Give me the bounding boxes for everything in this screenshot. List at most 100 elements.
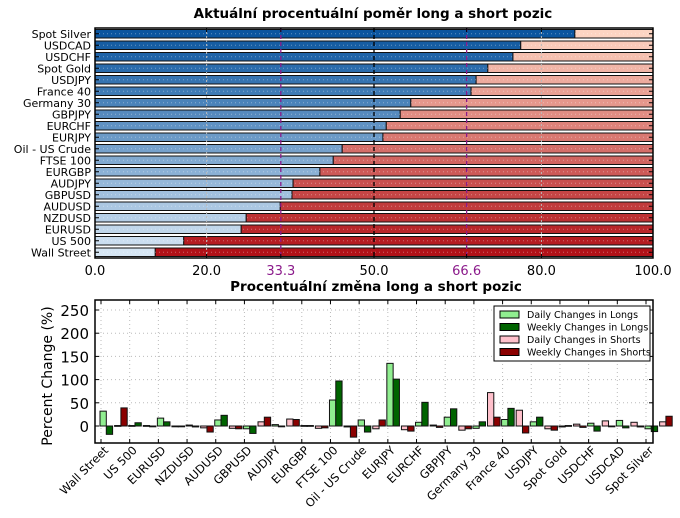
change-bar (314, 425, 323, 429)
change-bar (335, 380, 343, 427)
change-bar (306, 425, 314, 427)
change-bar (392, 378, 400, 427)
change-bar (550, 425, 558, 431)
long-short-ratio-chart: Aktuální procentuální poměr long a short… (14, 6, 672, 279)
y-tick-label: 200 (60, 325, 89, 343)
long-bar (94, 247, 156, 257)
change-bar (321, 425, 329, 429)
x-tick-label: 80.0 (527, 264, 556, 279)
category-label: AUDUSD (43, 200, 91, 213)
category-label: USDCAD (44, 39, 91, 52)
change-bar (515, 409, 523, 427)
change-bar (363, 425, 372, 433)
change-bar (114, 425, 122, 427)
category-label: EURCHF (47, 120, 91, 133)
x-tick-label: 20.0 (192, 264, 221, 279)
change-bar (277, 425, 286, 428)
change-bar (263, 416, 272, 427)
category-label: Spot Silver (32, 28, 92, 41)
change-bar (573, 423, 581, 427)
change-bar (400, 425, 409, 431)
change-bar (608, 425, 616, 428)
change-bar (536, 416, 544, 427)
x-tick-label: 66.6 (452, 264, 481, 279)
change-bar (601, 420, 610, 427)
change-bar (529, 421, 538, 427)
category-label: Oil - US Crude (14, 143, 91, 156)
change-bar (521, 425, 530, 434)
change-bar (564, 425, 573, 427)
change-bar (386, 362, 394, 427)
category-label: EURGBP (46, 166, 92, 179)
change-bar (558, 425, 566, 428)
x-tick-label: 33.3 (266, 264, 295, 279)
legend-label: Daily Changes in Shorts (527, 335, 641, 346)
category-label: Wall Street (31, 246, 92, 259)
short-bar (487, 63, 654, 73)
change-bar (185, 424, 193, 427)
change-bar (450, 408, 458, 427)
change-bar (120, 407, 128, 427)
short-bar (291, 190, 654, 200)
category-label: Spot Gold (37, 62, 91, 75)
change-bar (372, 425, 380, 430)
change-bar (343, 425, 351, 428)
long-bar (94, 155, 334, 165)
change-bar (191, 425, 200, 428)
change-bar (271, 424, 279, 427)
change-bar (328, 399, 337, 427)
change-bar (464, 425, 472, 430)
y-tick-label: 250 (60, 302, 89, 320)
short-bar (332, 155, 654, 165)
category-label: USDCHF (45, 51, 91, 64)
legend: Daily Changes in Longs Weekly Changes in … (493, 305, 651, 362)
bottom-chart-title: Procentuální změna long a short pozic (230, 279, 522, 295)
x-tick-label: 50.0 (360, 264, 389, 279)
short-bar (183, 236, 654, 246)
category-label: EURJPY (52, 131, 91, 144)
change-bar (579, 425, 587, 428)
y-tick-label: 0 (79, 418, 89, 436)
change-bar (472, 425, 480, 429)
change-bar (163, 421, 171, 427)
change-bar (435, 425, 444, 428)
legend-swatch (499, 310, 520, 319)
change-bar (636, 425, 645, 428)
legend-swatch (499, 323, 520, 331)
category-label: NZDUSD (43, 212, 91, 225)
short-bar (154, 247, 654, 257)
change-bar (105, 425, 114, 435)
change-bar (615, 419, 624, 427)
change-bar (429, 424, 437, 427)
legend-swatch (499, 348, 520, 356)
change-bar (443, 416, 452, 427)
legend-swatch (499, 335, 520, 344)
change-bar (501, 419, 509, 427)
change-bar (349, 425, 358, 438)
category-label: FTSE 100 (40, 154, 91, 167)
change-bar (257, 421, 265, 427)
category-label: France 40 (37, 85, 91, 98)
y-tick-label: 100 (60, 372, 89, 390)
change-bar (134, 422, 142, 427)
change-bar (156, 417, 165, 427)
category-label: GBPJPY (52, 108, 91, 121)
change-bar (128, 425, 136, 427)
category-label: EURUSD (45, 223, 91, 236)
percent-change-chart: Procentuální změna long a short pozic Pe… (40, 279, 673, 510)
top-chart-title: Aktuální procentuální poměr long a short… (194, 6, 553, 22)
change-bar (228, 425, 237, 429)
change-bar (292, 419, 300, 427)
change-bar (659, 421, 667, 427)
change-bar (286, 418, 294, 427)
long-bar (94, 75, 477, 85)
change-bar (214, 419, 222, 427)
change-bar (249, 425, 257, 434)
legend-box (493, 305, 651, 362)
x-tick-label: 0.0 (85, 264, 106, 279)
change-bar (507, 407, 515, 427)
change-bar (407, 425, 415, 432)
short-bar (574, 29, 654, 39)
change-bar (493, 416, 501, 427)
